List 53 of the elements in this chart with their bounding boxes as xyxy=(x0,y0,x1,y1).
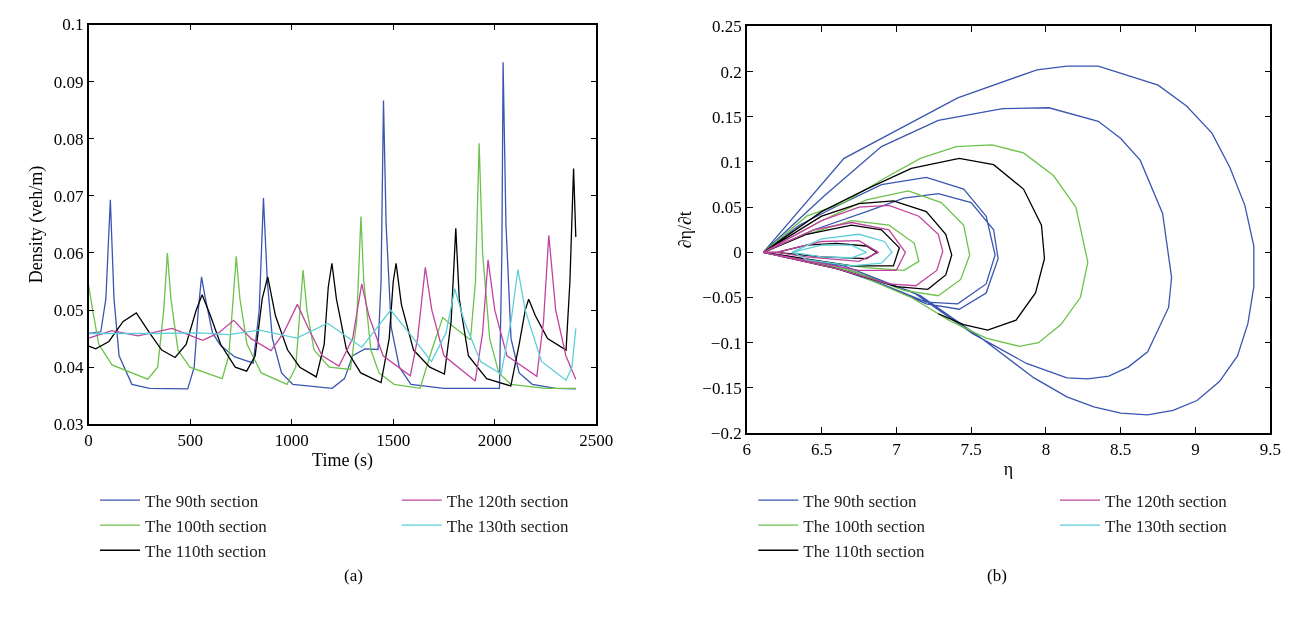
y-tick-label: 0.15 xyxy=(711,107,742,127)
y-axis-title: Density (veh/m) xyxy=(26,165,48,284)
legend-label: The 110th section xyxy=(803,541,925,561)
legend-label: The 130th section xyxy=(1105,516,1228,536)
x-tick-label: 1000 xyxy=(274,431,309,451)
legend-label: The 90th section xyxy=(145,491,259,511)
x-tick-label: 6.5 xyxy=(811,440,833,460)
x-tick-label: 8.5 xyxy=(1110,440,1132,460)
x-axis-title: Time (s) xyxy=(312,450,373,472)
y-tick-label: 0 xyxy=(733,243,742,263)
x-tick-label: 500 xyxy=(177,431,203,451)
line-series xyxy=(791,233,893,267)
x-axis-title: η xyxy=(1003,458,1014,479)
y-tick-label: 0.08 xyxy=(53,129,84,149)
x-tick-label: 1500 xyxy=(376,431,411,451)
x-tick-label: 2500 xyxy=(579,431,614,451)
legend-label: The 130th section xyxy=(446,516,570,536)
x-tick-label: 7 xyxy=(892,440,902,460)
y-tick-label: 0.05 xyxy=(53,301,84,321)
text: (a) xyxy=(344,566,363,585)
line-series xyxy=(762,65,1255,416)
y-tick-label: 0.1 xyxy=(720,152,742,172)
legend-label: The 110th section xyxy=(145,541,267,561)
line-series xyxy=(88,234,577,382)
line-series xyxy=(88,61,577,390)
y-axis-title: ∂η/∂t xyxy=(675,211,696,249)
y-tick-label: 0.05 xyxy=(711,198,742,218)
x-tick-label: 9 xyxy=(1191,440,1200,460)
y-tick-label: 0.2 xyxy=(720,62,742,82)
x-tick-label: 6 xyxy=(742,440,752,460)
legend-label: The 120th section xyxy=(446,491,570,511)
line-series xyxy=(88,268,577,381)
y-tick-label: 0.07 xyxy=(53,186,84,206)
y-tick-label: 0.1 xyxy=(62,15,84,35)
legend-label: The 100th section xyxy=(803,516,926,536)
y-tick-label: 0.04 xyxy=(53,358,84,378)
y-tick-label: 0.25 xyxy=(711,17,742,37)
legend-label: The 100th section xyxy=(145,516,268,536)
y-tick-label: −0.1 xyxy=(710,333,742,353)
x-tick-label: 2000 xyxy=(477,431,512,451)
y-tick-label: 0.03 xyxy=(53,415,84,435)
legend-label: The 120th section xyxy=(1105,491,1228,511)
y-tick-label: −0.15 xyxy=(702,378,742,398)
text: (b) xyxy=(987,566,1007,585)
y-tick-label: −0.2 xyxy=(710,423,742,443)
x-tick-label: 7.5 xyxy=(960,440,982,460)
y-tick-label: −0.05 xyxy=(702,288,742,308)
line-series xyxy=(762,204,944,287)
x-tick-label: 9.5 xyxy=(1259,440,1281,460)
x-tick-label: 8 xyxy=(1041,440,1051,460)
legend-label: The 90th section xyxy=(803,491,918,511)
y-tick-label: 0.06 xyxy=(53,243,84,263)
y-tick-label: 0.09 xyxy=(53,72,84,92)
